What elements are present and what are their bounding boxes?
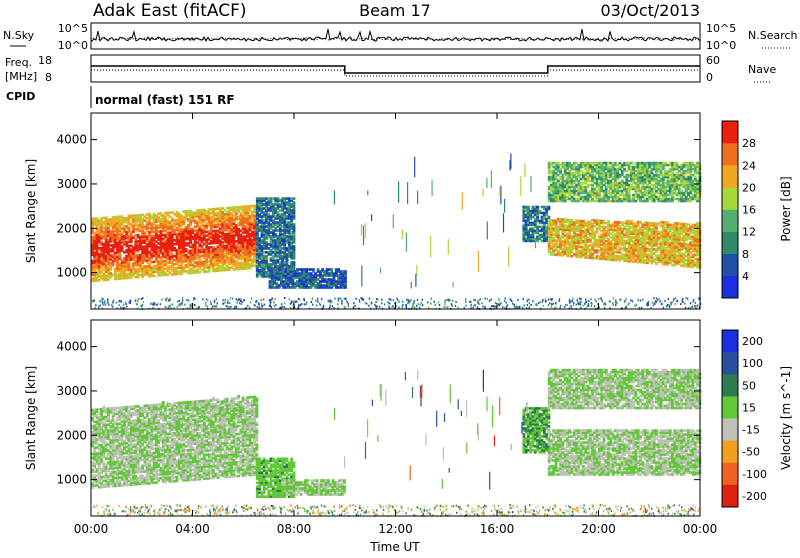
- nave-label: Nave: [748, 63, 776, 76]
- heatmap-cell: [153, 275, 156, 278]
- power-cells: [91, 153, 701, 310]
- freq-panel: Freq. [MHz] 18 8 60 0 Nave CPID normal (…: [5, 54, 776, 108]
- nsky-tick-top-right: 10^5: [706, 22, 736, 35]
- nsky-tick-top-left: 10^5: [58, 22, 88, 35]
- nsky-panel: N.Sky 10^5 10^0 10^5 10^0 N.Search: [3, 22, 798, 52]
- heatmap-cell: [293, 223, 296, 226]
- heatmap-cell: [607, 220, 610, 223]
- heatmap-cell: [536, 206, 539, 209]
- freq-tick-bottom-right: 0: [706, 71, 713, 84]
- heatmap-cell: [548, 216, 551, 219]
- heatmap-cell: [527, 206, 530, 209]
- heatmap-cell: [548, 206, 551, 209]
- heatmap-cell: [344, 270, 347, 273]
- heatmap-cell: [293, 197, 296, 200]
- nsky-tick-bottom-left: 10^0: [58, 39, 88, 52]
- station-title: Adak East (fitACF): [93, 1, 247, 21]
- beam-title: Beam 17: [359, 1, 431, 20]
- freq-tick-bottom-left: 8: [45, 71, 52, 84]
- heatmap-cell: [293, 201, 296, 204]
- heatmap-cell: [293, 261, 296, 264]
- heatmap-cell: [312, 268, 315, 271]
- freq-trace: [91, 66, 700, 73]
- nsky-tick-bottom-right: 10^0: [706, 39, 736, 52]
- freq-tick-top-left: 18: [38, 54, 52, 67]
- nsky-label: N.Sky: [3, 29, 35, 42]
- nsky-trace: [91, 29, 700, 41]
- heatmap-cell: [293, 245, 296, 248]
- heatmap-cell: [330, 268, 333, 271]
- cpid-label: CPID: [6, 90, 35, 103]
- freq-label-line2: [MHz]: [5, 70, 37, 83]
- date-title: 03/Oct/2013: [600, 1, 700, 20]
- heatmap-cell: [630, 162, 633, 165]
- freq-label-line1: Freq.: [5, 56, 32, 69]
- freq-tick-top-right: 60: [706, 54, 720, 67]
- freq-panel-frame: [91, 55, 700, 82]
- nsearch-label: N.Search: [748, 29, 798, 42]
- cpid-text: normal (fast) 151 RF: [95, 93, 235, 107]
